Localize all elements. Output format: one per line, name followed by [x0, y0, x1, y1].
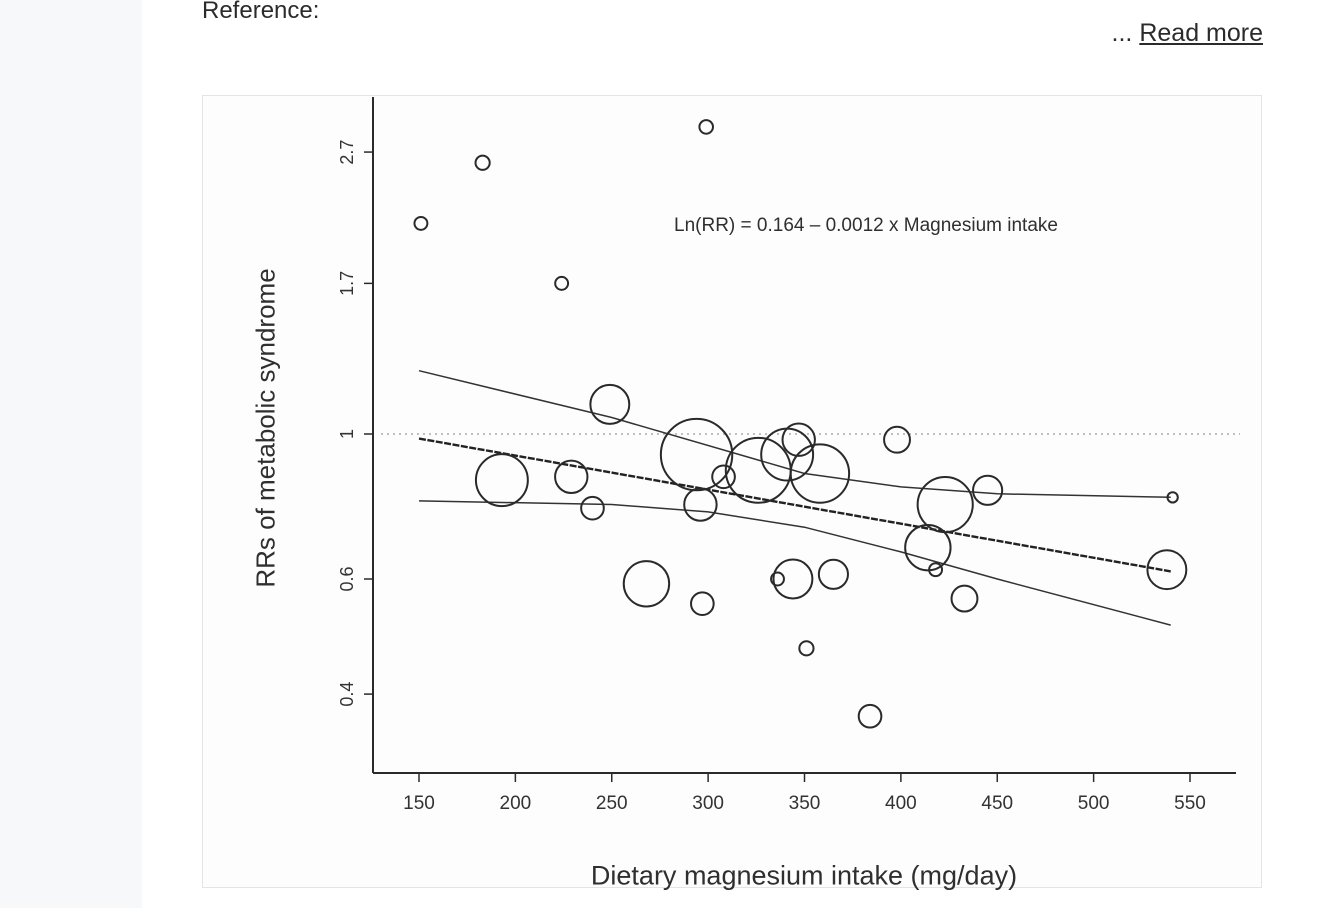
data-point — [817, 558, 849, 590]
data-point — [580, 495, 605, 521]
regression-equation: Ln(RR) = 0.164 – 0.0012 x Magnesium inta… — [674, 215, 1058, 236]
data-point — [770, 571, 785, 587]
x-tick-label: 350 — [789, 793, 821, 814]
y-tick-label: 2.7 — [337, 140, 357, 165]
data-point — [1166, 491, 1179, 504]
x-tick-label: 450 — [981, 793, 1013, 814]
data-point — [554, 275, 570, 291]
x-tick-label: 550 — [1174, 793, 1206, 814]
data-point — [789, 443, 851, 504]
data-point — [857, 703, 883, 729]
data-point — [781, 422, 816, 457]
data-point — [724, 436, 792, 504]
data-point — [972, 474, 1004, 506]
data-point — [659, 417, 734, 492]
data-point — [950, 584, 979, 613]
read-more-ellipsis: ... — [1111, 19, 1133, 47]
x-tick-label: 500 — [1078, 793, 1110, 814]
data-point — [474, 453, 529, 508]
scatter-chart: 150 200 250 300 350 400 450 500 550 0.4 0.6 1 1.7 2.7… — [337, 97, 1240, 814]
data-point — [916, 475, 974, 534]
ci-upper-line — [418, 369, 1171, 499]
y-tick-label: 0.6 — [337, 566, 357, 591]
data-point — [413, 215, 429, 231]
left-sidebar — [0, 0, 142, 908]
data-point — [683, 487, 718, 522]
data-point — [711, 464, 736, 490]
data-point — [883, 425, 911, 454]
x-tick-label: 250 — [596, 793, 628, 814]
y-tick-label: 0.4 — [337, 682, 357, 707]
reference-label: Reference: — [202, 0, 320, 24]
data-point — [1146, 549, 1188, 591]
data-point — [798, 640, 815, 657]
data-point — [772, 558, 814, 600]
x-axis-title: Dietary magnesium intake (mg/day) — [590, 860, 1018, 891]
x-tick-label: 150 — [403, 793, 435, 814]
x-tick-label: 200 — [500, 793, 532, 814]
data-point — [622, 560, 671, 608]
data-point — [698, 119, 714, 135]
data-point — [474, 154, 491, 171]
data-point — [589, 383, 631, 425]
ci-lower-line — [418, 500, 1171, 626]
data-point — [928, 562, 944, 578]
x-tick-label: 400 — [885, 793, 917, 814]
data-point — [554, 459, 589, 495]
chart-figure: 150 200 250 300 350 400 450 500 550 0.4 0.6 1 1.7 2.7… — [202, 95, 1262, 888]
y-axis-title: RRs of metabolic syndrome — [250, 268, 281, 588]
read-more: ... Read more — [1112, 19, 1263, 48]
y-tick-label: 1 — [337, 429, 357, 439]
y-tick-label: 1.7 — [337, 271, 357, 296]
read-more-link[interactable]: Read more — [1139, 19, 1263, 47]
x-tick-label: 300 — [692, 793, 724, 814]
data-point — [690, 591, 715, 617]
